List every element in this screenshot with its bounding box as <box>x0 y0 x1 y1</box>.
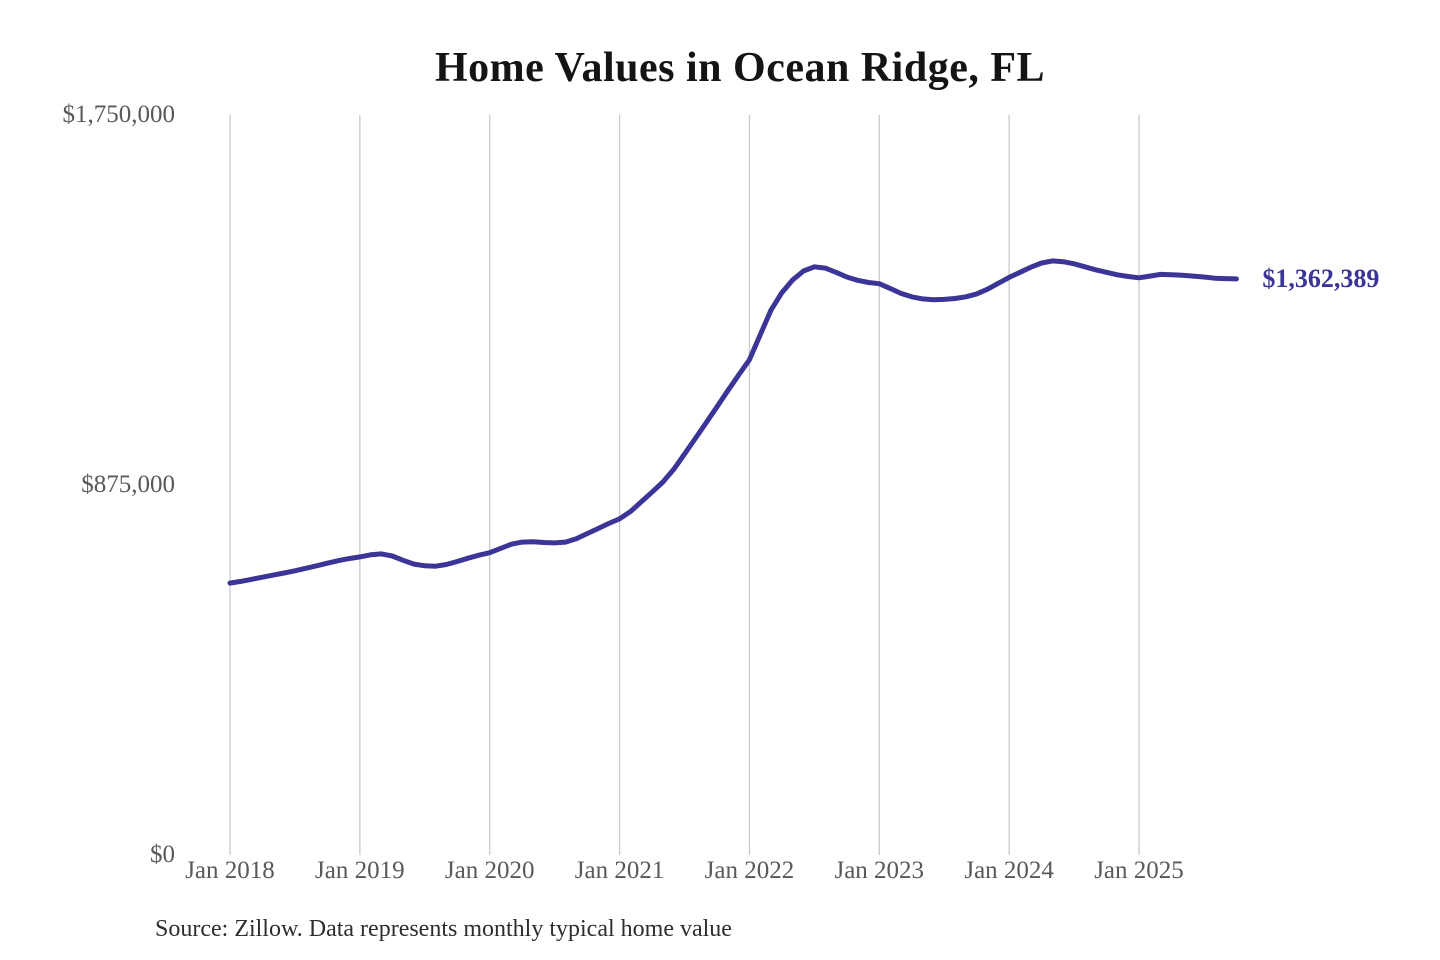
y-tick-label: $875,000 <box>81 471 175 498</box>
x-tick-label: Jan 2021 <box>574 857 665 884</box>
gridlines <box>229 115 1140 855</box>
chart-title: Home Values in Ocean Ridge, FL <box>434 45 1046 91</box>
y-tick-label: $1,750,000 <box>62 101 176 128</box>
home-value-line-series <box>227 258 1239 586</box>
x-tick-label: Jan 2023 <box>834 857 925 884</box>
y-tick-label: $0 <box>150 841 175 868</box>
x-tick-label: Jan 2025 <box>1094 857 1184 884</box>
x-tick-label: Jan 2022 <box>704 857 795 884</box>
x-tick-label: Jan 2018 <box>185 857 275 884</box>
x-tick-label: Jan 2020 <box>444 857 535 884</box>
source-note: Source: Zillow. Data represents monthly … <box>155 916 732 942</box>
latest-value-label: $1,362,389 <box>1262 263 1380 293</box>
x-tick-label: Jan 2019 <box>315 857 405 884</box>
x-tick-label: Jan 2024 <box>964 857 1054 884</box>
